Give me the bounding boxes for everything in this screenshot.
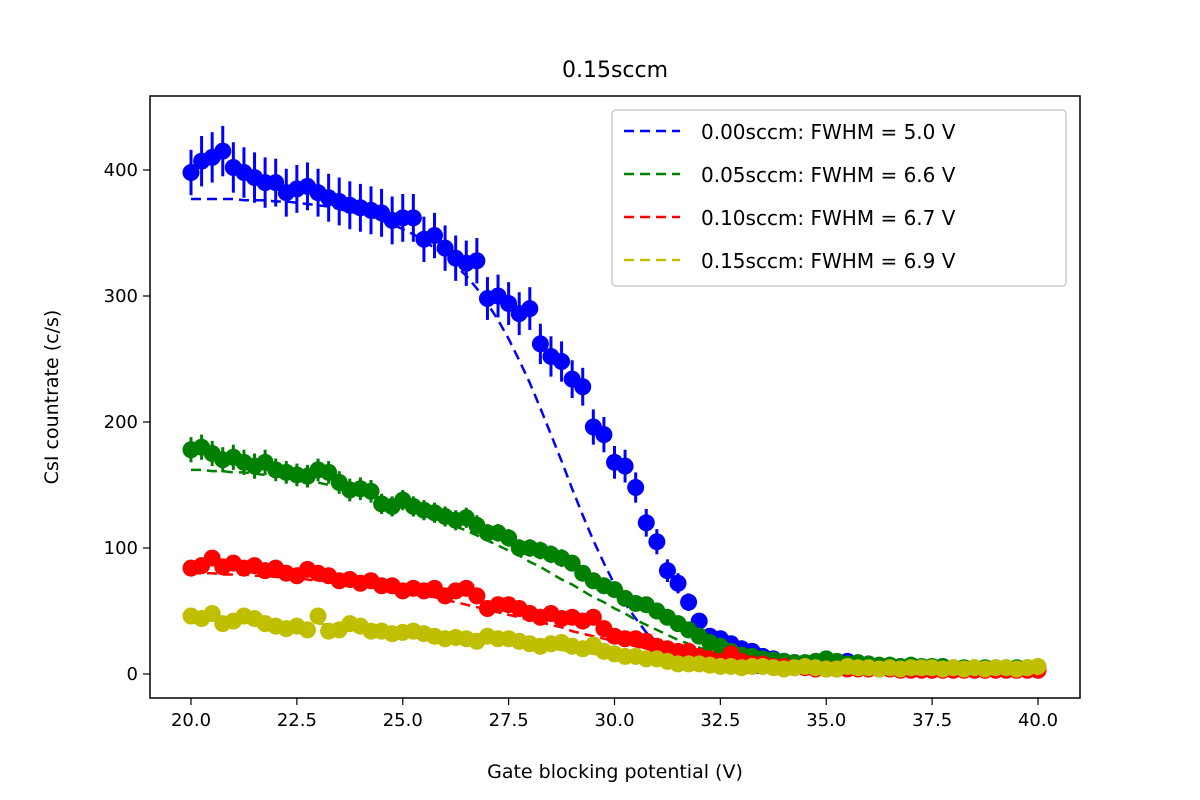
y-tick-label: 100 <box>104 538 138 559</box>
x-tick-label: 27.5 <box>489 710 529 731</box>
x-tick-label: 25.0 <box>383 710 423 731</box>
y-tick-label: 0 <box>127 664 138 685</box>
data-point <box>214 142 232 160</box>
data-point <box>616 457 634 475</box>
data-point <box>595 426 613 444</box>
data-point <box>309 607 327 625</box>
data-point <box>468 587 486 605</box>
data-point <box>1029 657 1047 675</box>
legend-label: 0.05sccm: FWHM = 6.6 V <box>701 163 956 187</box>
data-point <box>563 554 581 572</box>
legend: 0.00sccm: FWHM = 5.0 V 0.05sccm: FWHM = 6… <box>611 109 1067 287</box>
series-0.15sccm <box>182 605 1047 678</box>
data-point <box>320 463 338 481</box>
data-point <box>500 295 518 313</box>
data-point <box>669 574 687 592</box>
chart-title: 0.15sccm <box>562 58 668 83</box>
y-tick-label: 300 <box>104 286 138 307</box>
legend-box <box>611 109 1067 287</box>
series-layer <box>182 125 1047 679</box>
data-point <box>574 378 592 396</box>
data-point <box>298 621 316 639</box>
y-tick-label: 200 <box>104 412 138 433</box>
x-tick-label: 22.5 <box>277 710 317 731</box>
y-axis-label: CsI countrate (c/s) <box>41 310 63 485</box>
x-tick-label: 40.0 <box>1018 710 1058 731</box>
data-point <box>627 479 645 497</box>
x-tick-label: 32.5 <box>700 710 740 731</box>
x-axis-label: Gate blocking potential (V) <box>487 761 743 783</box>
data-point <box>658 562 676 580</box>
legend-label: 0.15sccm: FWHM = 6.9 V <box>701 249 956 273</box>
data-point <box>553 353 571 371</box>
fit-line <box>191 617 1038 676</box>
x-tick-label: 30.0 <box>594 710 634 731</box>
data-point <box>521 300 539 318</box>
x-tick-label: 20.0 <box>171 710 211 731</box>
data-point <box>500 529 518 547</box>
y-axis: 0 100 200 300 400 <box>104 160 150 685</box>
x-tick-label: 35.0 <box>806 710 846 731</box>
data-point <box>584 608 602 626</box>
x-axis: 20.0 22.5 25.0 27.5 30.0 32.5 35.0 37.5 40.0 <box>171 698 1058 731</box>
data-point <box>637 514 655 532</box>
y-tick-label: 400 <box>104 160 138 181</box>
data-point <box>531 335 549 353</box>
data-point <box>426 227 444 245</box>
data-point <box>468 252 486 270</box>
data-point <box>182 164 200 182</box>
legend-label: 0.10sccm: FWHM = 6.7 V <box>701 206 956 230</box>
data-point <box>680 593 698 611</box>
data-point <box>648 533 666 551</box>
x-tick-label: 37.5 <box>912 710 952 731</box>
legend-label: 0.00sccm: FWHM = 5.0 V <box>701 120 956 144</box>
data-point <box>267 174 285 192</box>
data-point <box>404 209 422 227</box>
